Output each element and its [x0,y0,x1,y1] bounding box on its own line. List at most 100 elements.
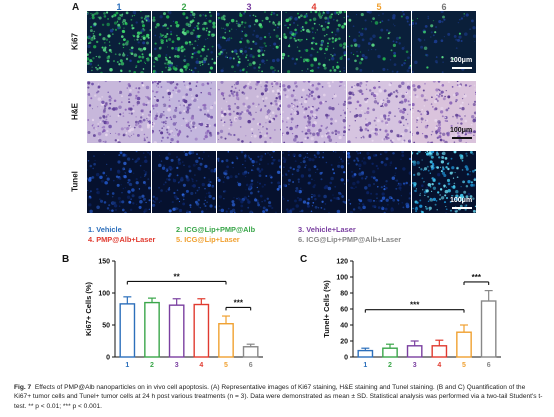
scale-bar [452,207,472,209]
micrograph-texture [347,151,411,213]
bar-3 [168,304,185,358]
micrograph-texture [412,11,476,73]
y-tick-label: 0 [344,355,348,362]
bar-5 [456,331,472,358]
micrograph-texture [152,151,216,213]
column-number-5: 5 [376,2,382,12]
y-tick-label: 120 [336,259,348,266]
micrograph-r2-c3 [217,81,281,143]
scale-label: 100μm [450,127,473,134]
significance-label: *** [472,273,482,282]
row-label-2: H&E [70,103,80,120]
x-tick-label: 5 [462,362,466,369]
micrograph-texture [217,151,281,213]
micrograph-texture [152,81,216,143]
legend-item-1: 1. Vehicle [88,225,122,234]
y-axis-label: Tunel+ Cells (%) [322,280,331,338]
y-tick-label: 100 [98,291,110,298]
significance-bracket: *** [463,273,490,285]
y-tick-label: 40 [340,323,348,330]
bar-3 [406,345,423,358]
column-number-3: 3 [246,2,252,12]
bar-1 [119,303,136,358]
scale-bar [452,137,472,139]
column-number-1: 1 [116,2,122,12]
bar-2 [144,301,160,358]
row-label-3: Tunel [70,171,80,192]
significance-bracket: ** [126,272,227,285]
caption-text: Effects of PMP@Alb nanoparticles on in v… [14,384,543,410]
chart-tunel: C 0 20 40 60 80 100 120 Tunel+ Cells (%) 1 2 3 4 5 6 **… [300,254,501,369]
y-tick-label: 60 [340,307,348,314]
micrograph-r2-c1 [87,81,151,143]
bar-4 [193,303,210,358]
scale-label: 100μm [450,57,473,64]
x-tick-label: 1 [363,362,367,369]
x-tick-label: 5 [224,362,228,369]
scale-bar [452,67,472,69]
y-tick-label: 0 [106,355,110,362]
micrograph-r1-c6: 100μm [412,11,476,73]
bar-2 [382,347,398,358]
legend-item-5: 5. ICG@Lip+Laser [176,235,240,244]
x-tick-label: 3 [413,362,417,369]
micrograph-r1-c4 [282,11,346,73]
x-tick-label: 1 [125,362,129,369]
legend-item-2: 2. ICG@Lip+PMP@Alb [176,225,256,234]
panel-letter: C [300,254,307,265]
column-number-6: 6 [441,2,447,12]
micrograph-texture [282,11,346,73]
significance-label: *** [234,298,244,307]
significance-bracket: *** [364,301,465,313]
column-number-4: 4 [311,2,317,12]
figure-caption: Fig. 7 Effects of PMP@Alb nanoparticles … [14,383,544,411]
bar-6 [242,346,259,358]
caption-fig-label: Fig. 7 [14,384,32,391]
x-tick-label: 2 [150,362,154,369]
micrograph-r2-c4 [282,81,346,143]
significance-label: ** [174,272,181,281]
panel-a-letter: A [72,2,80,13]
micrograph-texture [87,151,151,213]
micrograph-r2-c2 [152,81,216,143]
legend-item-3: 3. Vehicle+Laser [298,225,356,234]
micrograph-r3-c1 [87,151,151,213]
micrograph-r3-c6: 100μm [412,151,476,213]
x-tick-label: 4 [437,362,441,369]
micrograph-r3-c2 [152,151,216,213]
micrograph-r2-c6: 100μm [412,81,476,143]
bar-5 [218,323,234,358]
y-axis-label: Ki67+ Cells (%) [84,282,93,336]
scale-label: 100μm [450,197,473,204]
x-tick-label: 6 [487,362,491,369]
micrograph-texture [412,81,476,143]
y-tick-label: 80 [340,291,348,298]
micrograph-texture [347,81,411,143]
micrograph-r1-c3 [217,11,281,73]
x-tick-label: 4 [199,362,203,369]
micrograph-r3-c5 [347,151,411,213]
micrograph-texture [347,11,411,73]
micrograph-texture [87,11,151,73]
x-tick-label: 2 [388,362,392,369]
y-tick-label: 50 [102,323,110,330]
column-number-2: 2 [181,2,187,12]
bar-1 [357,349,374,358]
micrograph-r3-c3 [217,151,281,213]
micrograph-r3-c4 [282,151,346,213]
bar-6 [480,300,497,358]
micrograph-r1-c5 [347,11,411,73]
micrograph-texture [412,151,476,213]
x-tick-label: 3 [175,362,179,369]
micrograph-texture [217,11,281,73]
micrograph-texture [282,151,346,213]
micrograph-r2-c5 [347,81,411,143]
panel-letter: B [62,254,69,265]
y-tick-label: 20 [340,339,348,346]
micrograph-texture [282,81,346,143]
legend-item-6: 6. ICG@Lip+PMP@Alb+Laser [298,235,402,244]
significance-label: *** [410,301,420,310]
bar-4 [431,345,448,358]
row-label-1: Ki67 [70,33,80,50]
